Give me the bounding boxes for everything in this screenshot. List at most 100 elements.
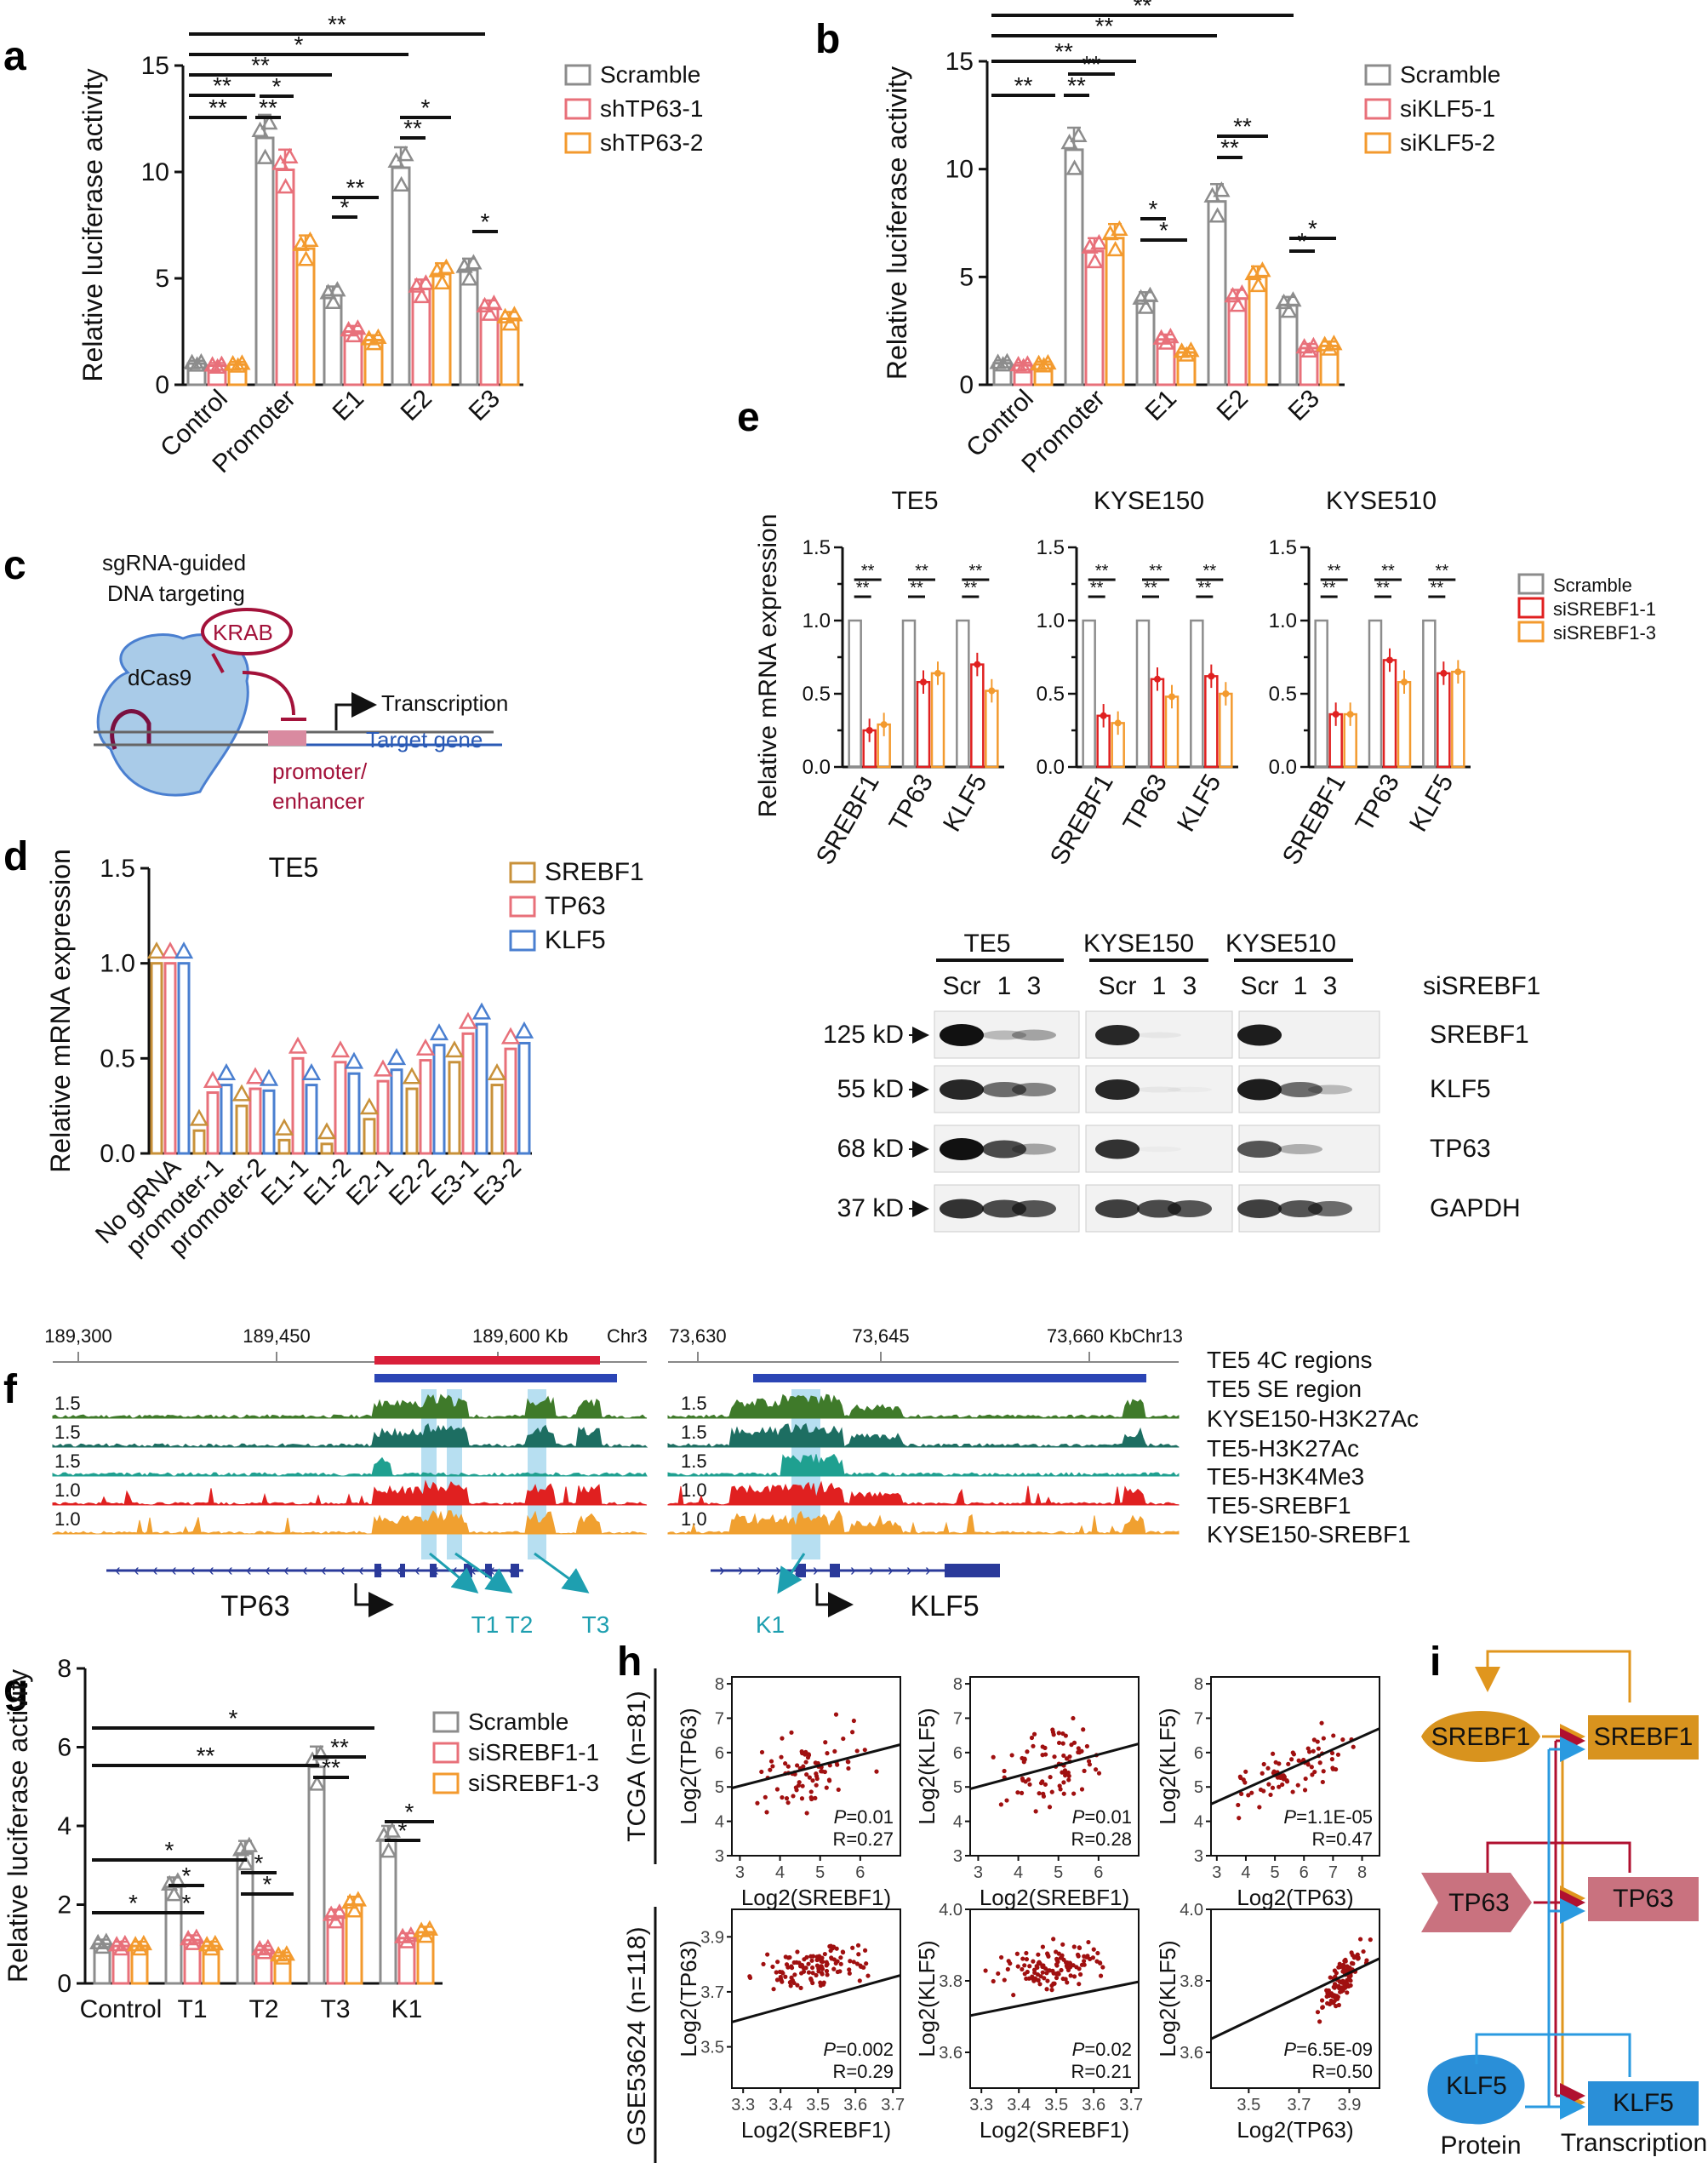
data-point-triangle xyxy=(324,293,342,310)
bar xyxy=(291,1056,305,1155)
bar xyxy=(956,619,970,769)
scatter-point xyxy=(837,1969,843,1974)
scatter-point xyxy=(1332,1968,1337,1973)
scatter-point xyxy=(1040,1944,1046,1949)
scatter-point xyxy=(1317,1760,1322,1765)
blot-treatment: siSREBF1 xyxy=(1423,972,1540,1000)
r-value: R=0.27 xyxy=(832,1828,894,1850)
significance-star: * xyxy=(263,1871,272,1897)
scatter-point xyxy=(763,1794,768,1800)
scatter-point xyxy=(1277,1761,1282,1766)
scatter-frame xyxy=(731,1676,901,1857)
scatter-point xyxy=(1239,1791,1244,1796)
bar xyxy=(901,619,917,769)
scatter-point xyxy=(1335,1752,1341,1757)
bar xyxy=(431,272,452,386)
scatter-point xyxy=(808,1789,814,1794)
scatter-point xyxy=(813,1795,818,1800)
site-label: T3 xyxy=(582,1611,610,1638)
gene-strand-glyph: › xyxy=(925,1561,931,1580)
bar xyxy=(295,247,316,386)
i-klf5-protein xyxy=(1427,2054,1525,2125)
scatter-point xyxy=(779,1754,784,1760)
significance-star: ** xyxy=(1203,562,1217,581)
data-point-triangle xyxy=(251,121,269,137)
y-tick-label: 4 xyxy=(953,1813,963,1832)
scatter-point xyxy=(1043,1782,1048,1787)
scatter-point xyxy=(755,1800,760,1805)
bar xyxy=(163,962,177,1155)
x-tick-label: K1 xyxy=(391,1995,423,2023)
bar xyxy=(277,1138,291,1155)
x-tick-label: 4 xyxy=(1014,1863,1023,1882)
scatter-point xyxy=(809,1958,814,1963)
scatter-point xyxy=(785,1764,791,1769)
scatter-point xyxy=(822,1951,827,1957)
scatter-point xyxy=(865,1973,871,1978)
significance-star: ** xyxy=(330,1734,349,1760)
bar xyxy=(930,672,945,769)
blot-band xyxy=(1095,1139,1140,1159)
significance-star: ** xyxy=(1090,579,1104,598)
data-point-triangle xyxy=(311,1744,329,1761)
data-point-triangle xyxy=(420,1920,438,1936)
data-point-triangle xyxy=(1090,233,1108,250)
data-point-triangle xyxy=(116,1934,134,1951)
track-scale: 1.5 xyxy=(681,1422,707,1443)
blot-marker: 68 kD xyxy=(837,1135,904,1163)
data-point-triangle xyxy=(277,1945,295,1961)
data-point-triangle xyxy=(1070,126,1088,142)
panel-c-schematic: sgRNA-guided DNA targeting KRAB dCas9 Tr… xyxy=(94,550,508,814)
data-point-triangle xyxy=(192,352,210,369)
blot-marker: 125 kD xyxy=(823,1021,904,1049)
blot-band xyxy=(1095,1199,1140,1218)
scatter-point xyxy=(761,1961,766,1966)
data-point-triangle xyxy=(240,1836,258,1852)
scatter-point xyxy=(825,1751,830,1756)
regression-line xyxy=(969,1980,1140,2017)
y-tick-label: 1.0 xyxy=(1269,609,1297,632)
scatter-point xyxy=(1071,1791,1077,1796)
x-tick-label: 3.7 xyxy=(881,2096,905,2114)
bar xyxy=(262,1089,276,1155)
data-point-triangle xyxy=(998,352,1016,369)
scatter-point xyxy=(1063,1977,1068,1982)
scatter-point xyxy=(1076,1746,1081,1751)
scatter-point xyxy=(1082,1962,1087,1967)
scatter-point xyxy=(1063,1733,1068,1738)
scatter-point xyxy=(1329,1757,1334,1762)
scatter-point xyxy=(1331,1733,1336,1738)
scatter-point xyxy=(1090,1955,1096,1960)
p-symbol: P xyxy=(1283,1806,1296,1828)
legend-label: siKLF5-1 xyxy=(1400,95,1495,122)
significance-star: * xyxy=(1298,228,1307,255)
blot-band xyxy=(1278,1200,1322,1217)
gene-strand-glyph: ‹ xyxy=(115,1561,121,1580)
scatter-point xyxy=(1006,1959,1011,1964)
bar xyxy=(459,268,479,386)
scatter-point xyxy=(1334,1766,1339,1772)
y-tick-label: 7 xyxy=(1194,1709,1203,1728)
y-tick-label: 3.9 xyxy=(700,1928,724,1947)
track-scale: 1.5 xyxy=(54,1393,81,1414)
scatter-point xyxy=(1348,1983,1353,1988)
blot-band xyxy=(1308,1084,1352,1095)
x-tick-label: Control xyxy=(80,1995,163,2023)
data-point-triangle xyxy=(1065,159,1083,175)
bar xyxy=(376,1079,390,1155)
scatter-point xyxy=(1079,1787,1085,1792)
scatter-point xyxy=(810,1954,816,1959)
y-axis-label: Log2(KLF5) xyxy=(914,1940,940,2057)
scatter-point xyxy=(795,1763,800,1768)
blot-band xyxy=(1308,1201,1352,1216)
scatter-point xyxy=(1022,1963,1027,1968)
x-tick-label: T3 xyxy=(320,1995,350,2023)
y-tick-label: 1.5 xyxy=(803,536,831,559)
legend-swatch xyxy=(509,861,536,884)
scatter-point xyxy=(1270,1785,1276,1790)
scatter-point xyxy=(1021,1760,1026,1765)
krab-ellipse xyxy=(201,608,293,655)
data-point-triangle xyxy=(359,1097,380,1115)
y-tick-label: 4 xyxy=(715,1813,724,1832)
scatter-point xyxy=(1048,1775,1053,1780)
